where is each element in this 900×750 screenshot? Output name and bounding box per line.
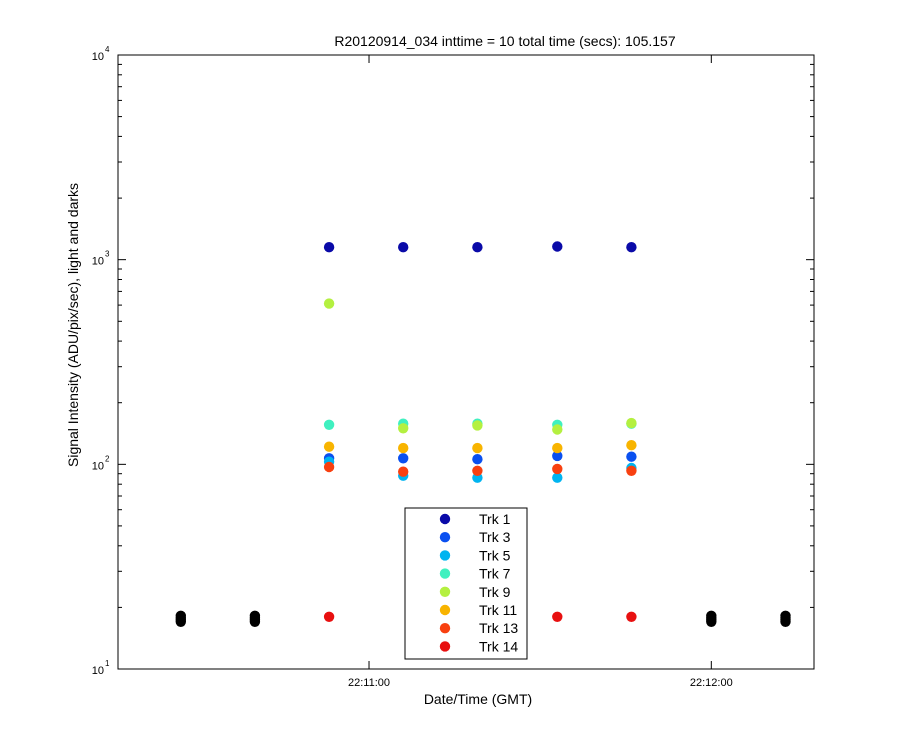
- data-point-trk-14: [626, 611, 637, 622]
- dark-data-point: [249, 610, 261, 621]
- y-tick-label-base: 10: [92, 256, 104, 268]
- data-point-trk-3: [552, 450, 563, 462]
- legend-marker: [439, 623, 451, 634]
- dark-data-point: [706, 610, 717, 621]
- data-point-trk-13: [552, 463, 563, 475]
- y-tick-label-exponent: 4: [105, 45, 110, 54]
- y-tick-label-exponent: 2: [105, 454, 110, 463]
- legend-label: Trk 11: [479, 602, 517, 618]
- data-point-trk-5: [552, 472, 563, 483]
- data-point-trk-11: [398, 442, 409, 454]
- data-point-trk-13: [472, 465, 483, 476]
- x-tick-label: 22:11:00: [348, 677, 390, 689]
- x-tick-labels: 22:11:00 22:12:00: [348, 677, 733, 689]
- legend-label: Trk 9: [479, 584, 511, 600]
- y-tick-label-base: 10: [92, 460, 104, 472]
- data-point-trk-11: [323, 441, 335, 452]
- data-point-trk-9: [472, 420, 483, 431]
- x-axis-label: Date/Time (GMT): [424, 691, 532, 707]
- x-tick-label: 22:12:00: [690, 677, 733, 689]
- legend-marker: [439, 586, 451, 597]
- legend-label: Trk 1: [479, 511, 511, 527]
- data-point-trk-9: [552, 424, 563, 435]
- legend-label: Trk 13: [479, 620, 518, 636]
- legend-marker: [439, 532, 451, 543]
- legend-label: Trk 14: [479, 638, 518, 654]
- data-point-trk-9: [398, 423, 409, 434]
- major-ticks: [118, 54, 814, 670]
- legend-label: Trk 7: [479, 566, 511, 582]
- data-point-trk-11: [472, 442, 483, 454]
- dark-data-point: [780, 610, 791, 621]
- data-point-trk-1: [472, 242, 483, 253]
- data-point-trk-1: [398, 242, 409, 253]
- data-point-trk-13: [323, 461, 335, 473]
- legend-marker: [439, 568, 451, 579]
- data-point-trk-14: [552, 611, 563, 622]
- legend: Trk 1 Trk 3 Trk 5 Trk 7 Trk 9 Trk 11 Trk 13 Trk…: [404, 507, 528, 660]
- data-point-trk-1: [323, 242, 335, 253]
- y-axis-label: Signal Intensity (ADU/pix/sec), light an…: [65, 183, 81, 467]
- data-point-trk-3: [472, 454, 483, 465]
- data-point-trk-9: [626, 417, 637, 429]
- legend-marker: [439, 550, 451, 561]
- legend-label: Trk 5: [479, 547, 511, 563]
- data-point-trk-3: [626, 451, 637, 462]
- y-tick-label-base: 10: [92, 51, 104, 63]
- data-point-trk-13: [398, 466, 409, 477]
- minor-ticks: [118, 63, 814, 608]
- legend-marker: [439, 513, 451, 525]
- y-tick-label-exponent: 3: [105, 250, 110, 259]
- data-point-trk-1: [552, 241, 563, 252]
- data-point-trk-7: [323, 419, 335, 430]
- data-points: [175, 241, 791, 627]
- dark-data-point: [175, 610, 186, 621]
- y-tick-label-exponent: 1: [105, 659, 110, 668]
- data-point-trk-3: [398, 453, 409, 464]
- data-point-trk-11: [552, 442, 563, 454]
- legend-marker: [439, 604, 451, 616]
- data-point-trk-11: [626, 440, 637, 451]
- data-point-trk-1: [626, 242, 637, 253]
- data-point-trk-14: [323, 611, 335, 622]
- y-tick-label-base: 10: [92, 665, 104, 677]
- legend-marker: [439, 641, 451, 652]
- chart-title: R20120914_034 inttime = 10 total time (s…: [334, 33, 675, 49]
- legend-label: Trk 3: [479, 529, 511, 545]
- legend-box: [404, 507, 528, 660]
- data-point-trk-9: [323, 298, 335, 309]
- data-point-trk-13: [626, 465, 637, 476]
